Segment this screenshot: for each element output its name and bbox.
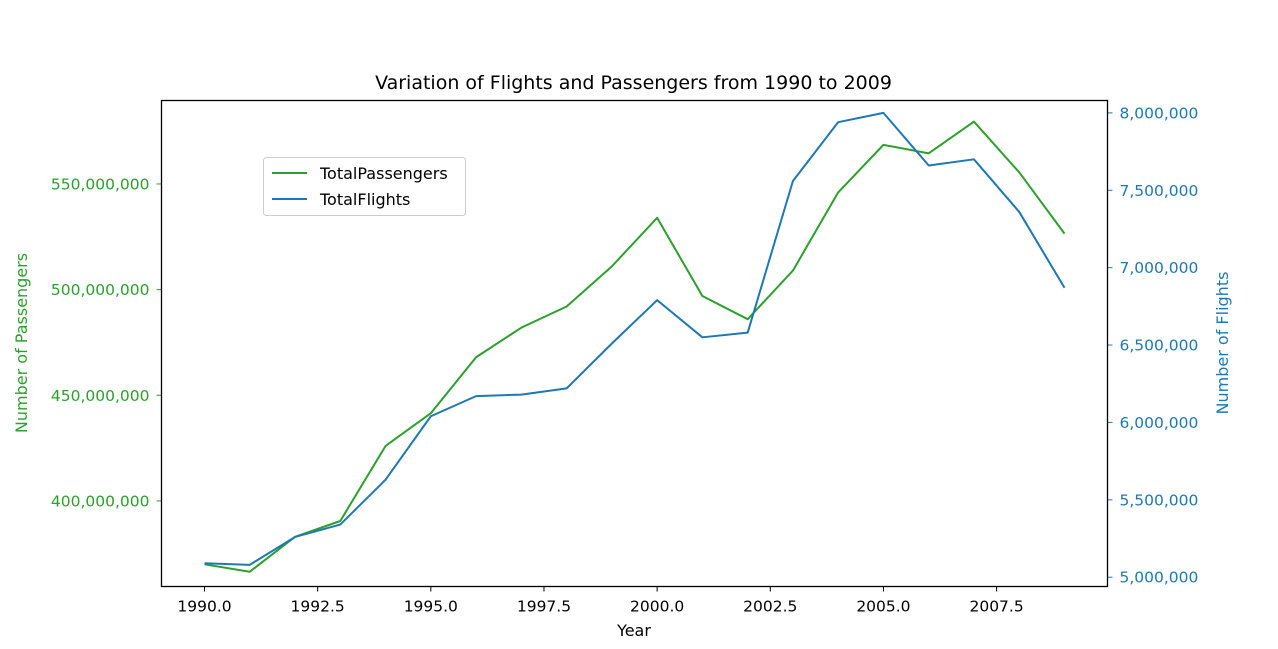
y-right-tick-label: 7,000,000 — [1120, 259, 1199, 277]
legend-label-passengers: TotalPassengers — [319, 164, 448, 183]
legend-box — [263, 157, 466, 216]
y-right-tick-label: 5,000,000 — [1120, 569, 1199, 587]
legend-label-flights: TotalFlights — [319, 190, 410, 209]
y-left-tick-label: 450,000,000 — [51, 387, 150, 405]
x-tick-label: 1997.5 — [517, 598, 571, 616]
legend: TotalPassengers TotalFlights — [263, 157, 466, 216]
y-right-tick-label: 6,500,000 — [1120, 337, 1199, 355]
series-line-totalpassengers — [204, 120, 1066, 573]
y-left-tick-label: 550,000,000 — [51, 175, 150, 193]
series-layer — [204, 111, 1066, 573]
y-left-tick-label: 500,000,000 — [51, 281, 150, 299]
y-axis-label-right: Number of Flights — [1213, 272, 1232, 415]
x-tick-label: 2007.5 — [969, 598, 1023, 616]
y-right-tick-label: 8,000,000 — [1120, 104, 1199, 122]
x-axis-label: Year — [616, 621, 651, 640]
y-right-tick-label: 5,500,000 — [1120, 491, 1199, 509]
x-tick-label: 1990.0 — [177, 598, 231, 616]
x-tick-label: 2000.0 — [630, 598, 684, 616]
ticks-layer: 1990.0 1992.5 1995.0 1997.5 2000.0 2002.5 2005… — [51, 104, 1199, 615]
chart-title: Variation of Flights and Passengers from… — [375, 72, 892, 94]
x-tick-label: 2002.5 — [743, 598, 797, 616]
series-line-totalflights — [204, 111, 1066, 566]
x-tick-label: 2005.0 — [856, 598, 910, 616]
y-right-tick-label: 7,500,000 — [1120, 182, 1199, 200]
y-axis-label-left: Number of Passengers — [12, 253, 31, 433]
x-tick-label: 1992.5 — [291, 598, 345, 616]
plot-frame — [160, 99, 1109, 588]
y-right-tick-label: 6,000,000 — [1120, 414, 1199, 432]
y-left-tick-label: 400,000,000 — [51, 492, 150, 510]
x-tick-label: 1995.0 — [404, 598, 458, 616]
